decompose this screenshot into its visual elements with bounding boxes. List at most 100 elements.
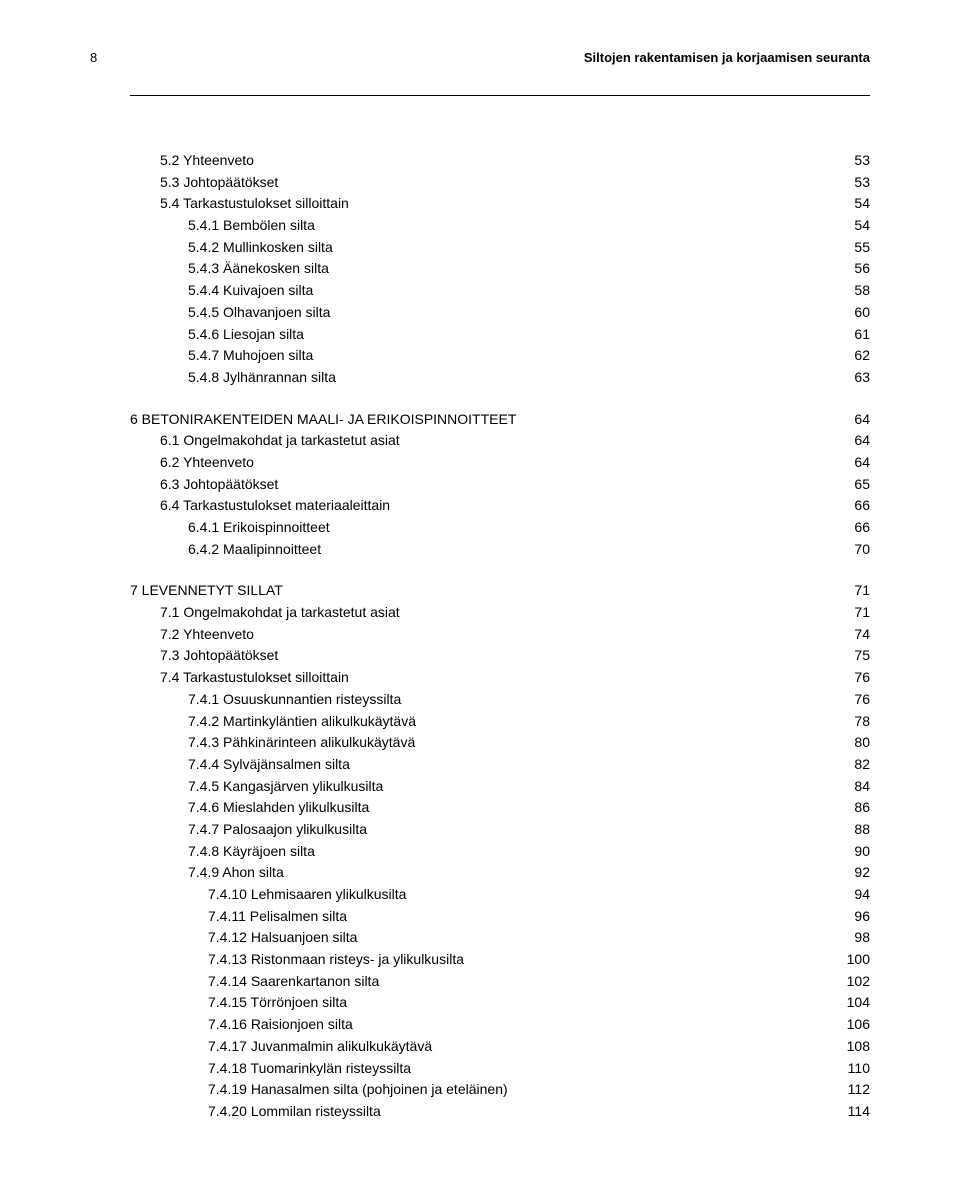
- toc-row: 7.1 Ongelmakohdat ja tarkastetut asiat71: [130, 602, 870, 624]
- toc-page-number: 102: [830, 971, 870, 993]
- toc-label: 6 BETONIRAKENTEIDEN MAALI- JA ERIKOISPIN…: [130, 409, 830, 431]
- toc-page-number: 63: [830, 367, 870, 389]
- toc-row: 5.4.4 Kuivajoen silta58: [130, 280, 870, 302]
- toc-row: 7.4.20 Lommilan risteyssilta114: [130, 1101, 870, 1123]
- toc-row: 7.4.10 Lehmisaaren ylikulkusilta94: [130, 884, 870, 906]
- toc-row: 7.4.9 Ahon silta92: [130, 862, 870, 884]
- toc-label: 5.3 Johtopäätökset: [130, 172, 830, 194]
- toc-row: 6.4.1 Erikoispinnoitteet66: [130, 517, 870, 539]
- toc-label: 6.2 Yhteenveto: [130, 452, 830, 474]
- toc-label: 7.1 Ongelmakohdat ja tarkastetut asiat: [130, 602, 830, 624]
- toc-label: 5.4.6 Liesojan silta: [130, 324, 830, 346]
- toc-label: 7.4.20 Lommilan risteyssilta: [130, 1101, 830, 1123]
- toc-row: 7.3 Johtopäätökset75: [130, 645, 870, 667]
- toc-page-number: 71: [830, 602, 870, 624]
- toc-page-number: 53: [830, 172, 870, 194]
- toc-label: 7.4.16 Raisionjoen silta: [130, 1014, 830, 1036]
- toc-row: 7.4.15 Törrönjoen silta104: [130, 992, 870, 1014]
- toc-label: 7.3 Johtopäätökset: [130, 645, 830, 667]
- toc-label: 7.4.13 Ristonmaan risteys- ja ylikulkusi…: [130, 949, 830, 971]
- toc-page-number: 88: [830, 819, 870, 841]
- toc-row: 6.4 Tarkastustulokset materiaaleittain66: [130, 495, 870, 517]
- toc-row: 6.4.2 Maalipinnoitteet70: [130, 539, 870, 561]
- toc-page-number: 74: [830, 624, 870, 646]
- toc-row: 7.4 Tarkastustulokset silloittain76: [130, 667, 870, 689]
- toc-label: 6.4.1 Erikoispinnoitteet: [130, 517, 830, 539]
- toc-page-number: 94: [830, 884, 870, 906]
- toc-label: 7.4.3 Pähkinärinteen alikulkukäytävä: [130, 732, 830, 754]
- toc-row: 5.2 Yhteenveto53: [130, 150, 870, 172]
- toc-page-number: 66: [830, 517, 870, 539]
- toc-label: 7.4.12 Halsuanjoen silta: [130, 927, 830, 949]
- toc-page-number: 76: [830, 667, 870, 689]
- toc-label: 5.4.5 Olhavanjoen silta: [130, 302, 830, 324]
- toc-row: 7.4.3 Pähkinärinteen alikulkukäytävä80: [130, 732, 870, 754]
- toc-label: 7.4.14 Saarenkartanon silta: [130, 971, 830, 993]
- toc-page-number: 65: [830, 474, 870, 496]
- toc-row: 7.4.6 Mieslahden ylikulkusilta86: [130, 797, 870, 819]
- toc-page-number: 64: [830, 430, 870, 452]
- toc-row: 5.4.6 Liesojan silta61: [130, 324, 870, 346]
- toc-label: 5.4 Tarkastustulokset silloittain: [130, 193, 830, 215]
- toc-row: 7.4.19 Hanasalmen silta (pohjoinen ja et…: [130, 1079, 870, 1101]
- toc-page-number: 64: [830, 409, 870, 431]
- toc-row: 5.4.2 Mullinkosken silta55: [130, 237, 870, 259]
- toc-page-number: 108: [830, 1036, 870, 1058]
- toc-row: 7.4.8 Käyräjoen silta90: [130, 841, 870, 863]
- toc-label: 7.4.11 Pelisalmen silta: [130, 906, 830, 928]
- toc-label: 7.4.2 Martinkyläntien alikulkukäytävä: [130, 711, 830, 733]
- toc-page-number: 114: [830, 1101, 870, 1123]
- toc-label: 7.4.9 Ahon silta: [130, 862, 830, 884]
- page-header-title: Siltojen rakentamisen ja korjaamisen seu…: [584, 50, 870, 65]
- toc-row: 7.4.1 Osuuskunnantien risteyssilta76: [130, 689, 870, 711]
- toc-row: 7.4.14 Saarenkartanon silta102: [130, 971, 870, 993]
- toc-label: 6.3 Johtopäätökset: [130, 474, 830, 496]
- toc-label: 6.4.2 Maalipinnoitteet: [130, 539, 830, 561]
- toc-page-number: 90: [830, 841, 870, 863]
- toc-row: 7.4.7 Palosaajon ylikulkusilta88: [130, 819, 870, 841]
- toc-page-number: 78: [830, 711, 870, 733]
- toc-row: 7.4.13 Ristonmaan risteys- ja ylikulkusi…: [130, 949, 870, 971]
- page-number: 8: [90, 50, 97, 65]
- toc-page-number: 54: [830, 215, 870, 237]
- toc-label: 5.4.8 Jylhänrannan silta: [130, 367, 830, 389]
- toc-row: 7.4.5 Kangasjärven ylikulkusilta84: [130, 776, 870, 798]
- toc-row: 7.4.16 Raisionjoen silta106: [130, 1014, 870, 1036]
- table-of-contents: 5.2 Yhteenveto535.3 Johtopäätökset535.4 …: [130, 150, 870, 1123]
- toc-label: 7.4.15 Törrönjoen silta: [130, 992, 830, 1014]
- toc-row: 5.4 Tarkastustulokset silloittain54: [130, 193, 870, 215]
- toc-label: 6.4 Tarkastustulokset materiaaleittain: [130, 495, 830, 517]
- toc-page-number: 58: [830, 280, 870, 302]
- toc-row: 7.4.18 Tuomarinkylän risteyssilta110: [130, 1058, 870, 1080]
- toc-label: 7 LEVENNETYT SILLAT: [130, 580, 830, 602]
- toc-row: 7.4.17 Juvanmalmin alikulkukäytävä108: [130, 1036, 870, 1058]
- toc-row: 6.1 Ongelmakohdat ja tarkastetut asiat64: [130, 430, 870, 452]
- toc-row: 7.4.12 Halsuanjoen silta98: [130, 927, 870, 949]
- toc-label: 7.4.1 Osuuskunnantien risteyssilta: [130, 689, 830, 711]
- toc-label: 7.4.19 Hanasalmen silta (pohjoinen ja et…: [130, 1079, 830, 1101]
- toc-label: 7.2 Yhteenveto: [130, 624, 830, 646]
- toc-page-number: 60: [830, 302, 870, 324]
- toc-page-number: 55: [830, 237, 870, 259]
- header-divider: [130, 95, 870, 96]
- toc-page-number: 110: [830, 1058, 870, 1080]
- toc-row: 7 LEVENNETYT SILLAT71: [130, 580, 870, 602]
- toc-label: 7.4.6 Mieslahden ylikulkusilta: [130, 797, 830, 819]
- toc-page-number: 80: [830, 732, 870, 754]
- toc-row: 7.4.11 Pelisalmen silta96: [130, 906, 870, 928]
- toc-row: 6.3 Johtopäätökset65: [130, 474, 870, 496]
- toc-page-number: 62: [830, 345, 870, 367]
- toc-page-number: 112: [830, 1079, 870, 1101]
- toc-page-number: 104: [830, 992, 870, 1014]
- toc-page-number: 98: [830, 927, 870, 949]
- toc-page-number: 66: [830, 495, 870, 517]
- toc-page-number: 84: [830, 776, 870, 798]
- toc-label: 7.4.17 Juvanmalmin alikulkukäytävä: [130, 1036, 830, 1058]
- toc-row: 5.3 Johtopäätökset53: [130, 172, 870, 194]
- toc-row: 6.2 Yhteenveto64: [130, 452, 870, 474]
- toc-page-number: 100: [830, 949, 870, 971]
- toc-row: 5.4.7 Muhojoen silta62: [130, 345, 870, 367]
- toc-label: 5.2 Yhteenveto: [130, 150, 830, 172]
- toc-label: 5.4.7 Muhojoen silta: [130, 345, 830, 367]
- toc-page-number: 75: [830, 645, 870, 667]
